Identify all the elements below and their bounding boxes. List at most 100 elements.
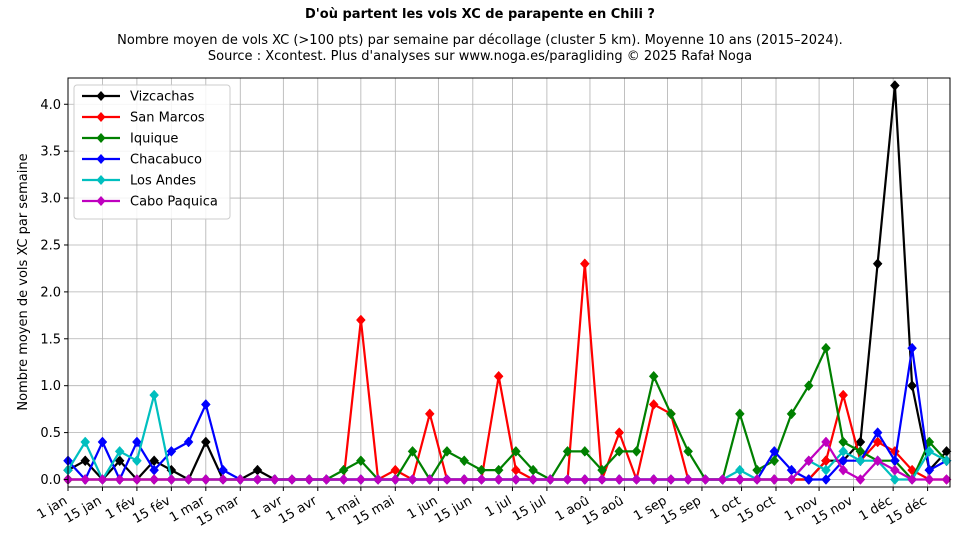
series-5-point-14 [304,474,315,485]
series-3-point-41 [769,445,780,457]
series-4-point-45 [838,445,849,457]
series-5-point-48 [890,464,900,476]
series-2-point-20 [407,445,418,457]
legend-label-5: Cabo Paquica [130,195,218,210]
legend-box [73,84,231,220]
series-5-point-16 [338,474,349,485]
series-1-point-47 [872,436,883,448]
series-5-point-21 [424,474,435,485]
y-tick-label-8: 4.0 [40,98,61,113]
series-5-point-10 [235,474,246,485]
y-tick-label-4: 2.0 [40,285,61,300]
y-tick-label-5: 2.5 [40,238,61,253]
legend-marker-3 [96,154,106,164]
series-5-point-23 [459,474,470,485]
series-3-point-47 [872,427,883,438]
series-2-point-44 [821,342,831,354]
series-2-point-16 [338,464,349,476]
series-5-point-40 [752,474,762,485]
series-5-point-6 [166,474,177,485]
x-tick-label-3: 15 fév [130,493,173,527]
series-2-point-42 [786,408,797,420]
legend-label-0: Vizcachas [130,90,195,105]
legend-label-3: Chacabuco [130,153,202,168]
series-5-point-9 [218,474,228,485]
series-5-point-30 [579,474,590,485]
series-2-point-43 [803,380,814,392]
series-0-point-49 [907,380,917,392]
series-line-5 [68,440,947,481]
series-5-point-7 [183,474,194,485]
series-2-point-36 [683,445,693,457]
series-5-point-44 [821,436,831,448]
series-2-point-33 [631,445,642,457]
series-0-point-3 [114,455,125,467]
series-5-point-25 [493,474,504,485]
series-5-point-43 [803,455,814,467]
plot-frame [67,77,951,488]
series-5-point-17 [356,474,366,485]
series-2-point-29 [562,445,573,457]
series-4-point-50 [924,445,935,457]
series-5-point-19 [390,474,401,485]
series-0-point-48 [890,80,900,91]
legend-marker-2 [96,133,106,143]
series-3-point-2 [97,436,108,448]
x-tick-label-12: 1 jul [483,493,515,520]
series-5-point-45 [838,464,849,476]
series-1-point-30 [579,258,590,270]
series-2-point-23 [459,455,470,467]
legend-label-1: San Marcos [130,111,205,126]
series-1-point-25 [493,370,504,382]
series-1-point-17 [356,314,366,326]
series-4-point-46 [855,455,866,467]
x-tick-label-13: 15 jul [510,493,549,524]
series-5-point-4 [132,474,142,485]
series-5-point-20 [407,474,418,485]
x-tick-label-23: 15 déc [884,493,930,528]
chart-subtitle-line-1: Nombre moyen de vols XC (>100 pts) par s… [117,33,843,48]
series-1-point-34 [648,399,659,410]
series-5-point-15 [321,474,332,485]
series-5-point-38 [717,474,728,485]
series-5-point-47 [872,455,883,467]
series-line-2 [68,347,948,481]
x-tick-label-1: 15 jan [62,493,105,526]
legend-marker-1 [96,112,106,122]
series-3-point-8 [200,399,211,410]
series-5-point-35 [666,474,676,485]
series-5-point-36 [683,474,693,485]
series-3-point-44 [821,474,831,485]
series-2-point-17 [356,455,366,467]
series-5-point-8 [200,474,211,485]
chart-title: D'où partent les vols XC de parapente en… [305,7,655,22]
series-0-point-8 [200,436,211,448]
legend-label-4: Los Andes [130,174,196,189]
series-4-point-1 [80,436,91,448]
series-0-point-1 [80,455,91,467]
series-3-point-49 [907,342,917,354]
series-line-4 [67,394,948,481]
y-tick-label-1: 0.5 [40,426,61,441]
series-5-point-49 [907,474,917,485]
series-4-point-4 [132,455,142,467]
series-5-point-32 [614,474,625,485]
series-2-point-45 [838,436,849,448]
series-5-point-2 [97,474,108,485]
series-5-point-39 [734,474,745,485]
y-axis-label: Nombre moyen de vols XC par semaine [16,153,31,410]
series-2-point-22 [442,445,452,457]
series-3-point-7 [183,436,194,448]
series-5-point-22 [442,474,452,485]
y-tick-label-2: 1.0 [40,379,61,394]
series-0-point-47 [872,258,883,270]
series-5-point-50 [924,474,935,485]
x-tick-label-17: 15 sep [659,493,704,528]
series-1-point-45 [838,389,849,401]
series-5-point-33 [631,474,642,485]
series-4-point-5 [149,389,159,401]
series-5-point-5 [149,474,159,485]
series-5-point-26 [511,474,521,485]
series-5-point-28 [545,474,556,485]
